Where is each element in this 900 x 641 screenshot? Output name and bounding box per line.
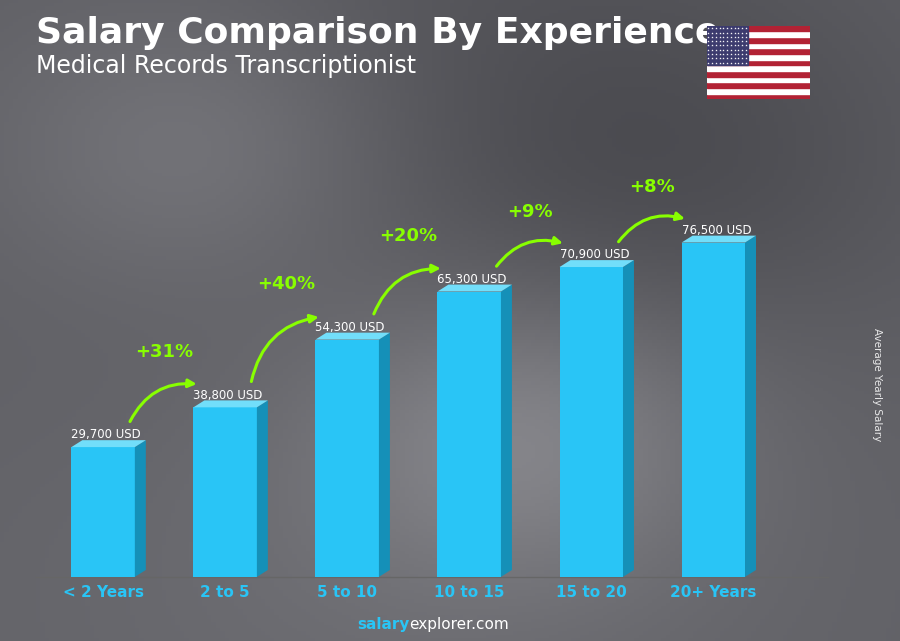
Polygon shape (560, 260, 634, 267)
Bar (706, 94, 810, 99)
Text: 70,900 USD: 70,900 USD (560, 248, 629, 262)
Text: +9%: +9% (508, 203, 553, 221)
Polygon shape (437, 285, 512, 292)
Bar (706, 26, 810, 31)
Polygon shape (316, 333, 390, 340)
Text: Medical Records Transcriptionist: Medical Records Transcriptionist (36, 54, 416, 78)
Bar (706, 54, 810, 60)
Polygon shape (745, 236, 756, 577)
Polygon shape (437, 292, 501, 577)
Polygon shape (681, 242, 745, 577)
Polygon shape (194, 401, 268, 407)
Polygon shape (71, 447, 135, 577)
Text: Salary Comparison By Experience: Salary Comparison By Experience (36, 16, 719, 50)
Polygon shape (256, 401, 268, 577)
Text: Average Yearly Salary: Average Yearly Salary (872, 328, 883, 441)
Bar (706, 43, 810, 48)
Text: explorer.com: explorer.com (410, 617, 509, 633)
Text: 38,800 USD: 38,800 USD (194, 388, 263, 401)
Bar (706, 37, 810, 43)
Text: +31%: +31% (135, 343, 194, 361)
Text: +20%: +20% (379, 228, 437, 246)
Bar (706, 88, 810, 94)
Bar (706, 77, 810, 82)
Polygon shape (316, 340, 379, 577)
Polygon shape (501, 285, 512, 577)
Bar (706, 31, 810, 37)
Text: 65,300 USD: 65,300 USD (437, 272, 507, 286)
Polygon shape (194, 407, 256, 577)
Text: 29,700 USD: 29,700 USD (71, 428, 141, 441)
Text: +8%: +8% (629, 178, 675, 196)
Text: 54,300 USD: 54,300 USD (316, 320, 385, 334)
Text: salary: salary (357, 617, 410, 633)
Bar (706, 82, 810, 88)
Polygon shape (135, 440, 146, 577)
Polygon shape (379, 333, 390, 577)
Text: +40%: +40% (257, 276, 315, 294)
Bar (706, 65, 810, 71)
Bar (706, 60, 810, 65)
Bar (706, 71, 810, 77)
Polygon shape (560, 267, 623, 577)
Polygon shape (623, 260, 634, 577)
Polygon shape (681, 236, 756, 242)
Polygon shape (71, 440, 146, 447)
Bar (706, 48, 810, 54)
Bar (706, 26, 748, 65)
Text: 76,500 USD: 76,500 USD (681, 224, 751, 237)
